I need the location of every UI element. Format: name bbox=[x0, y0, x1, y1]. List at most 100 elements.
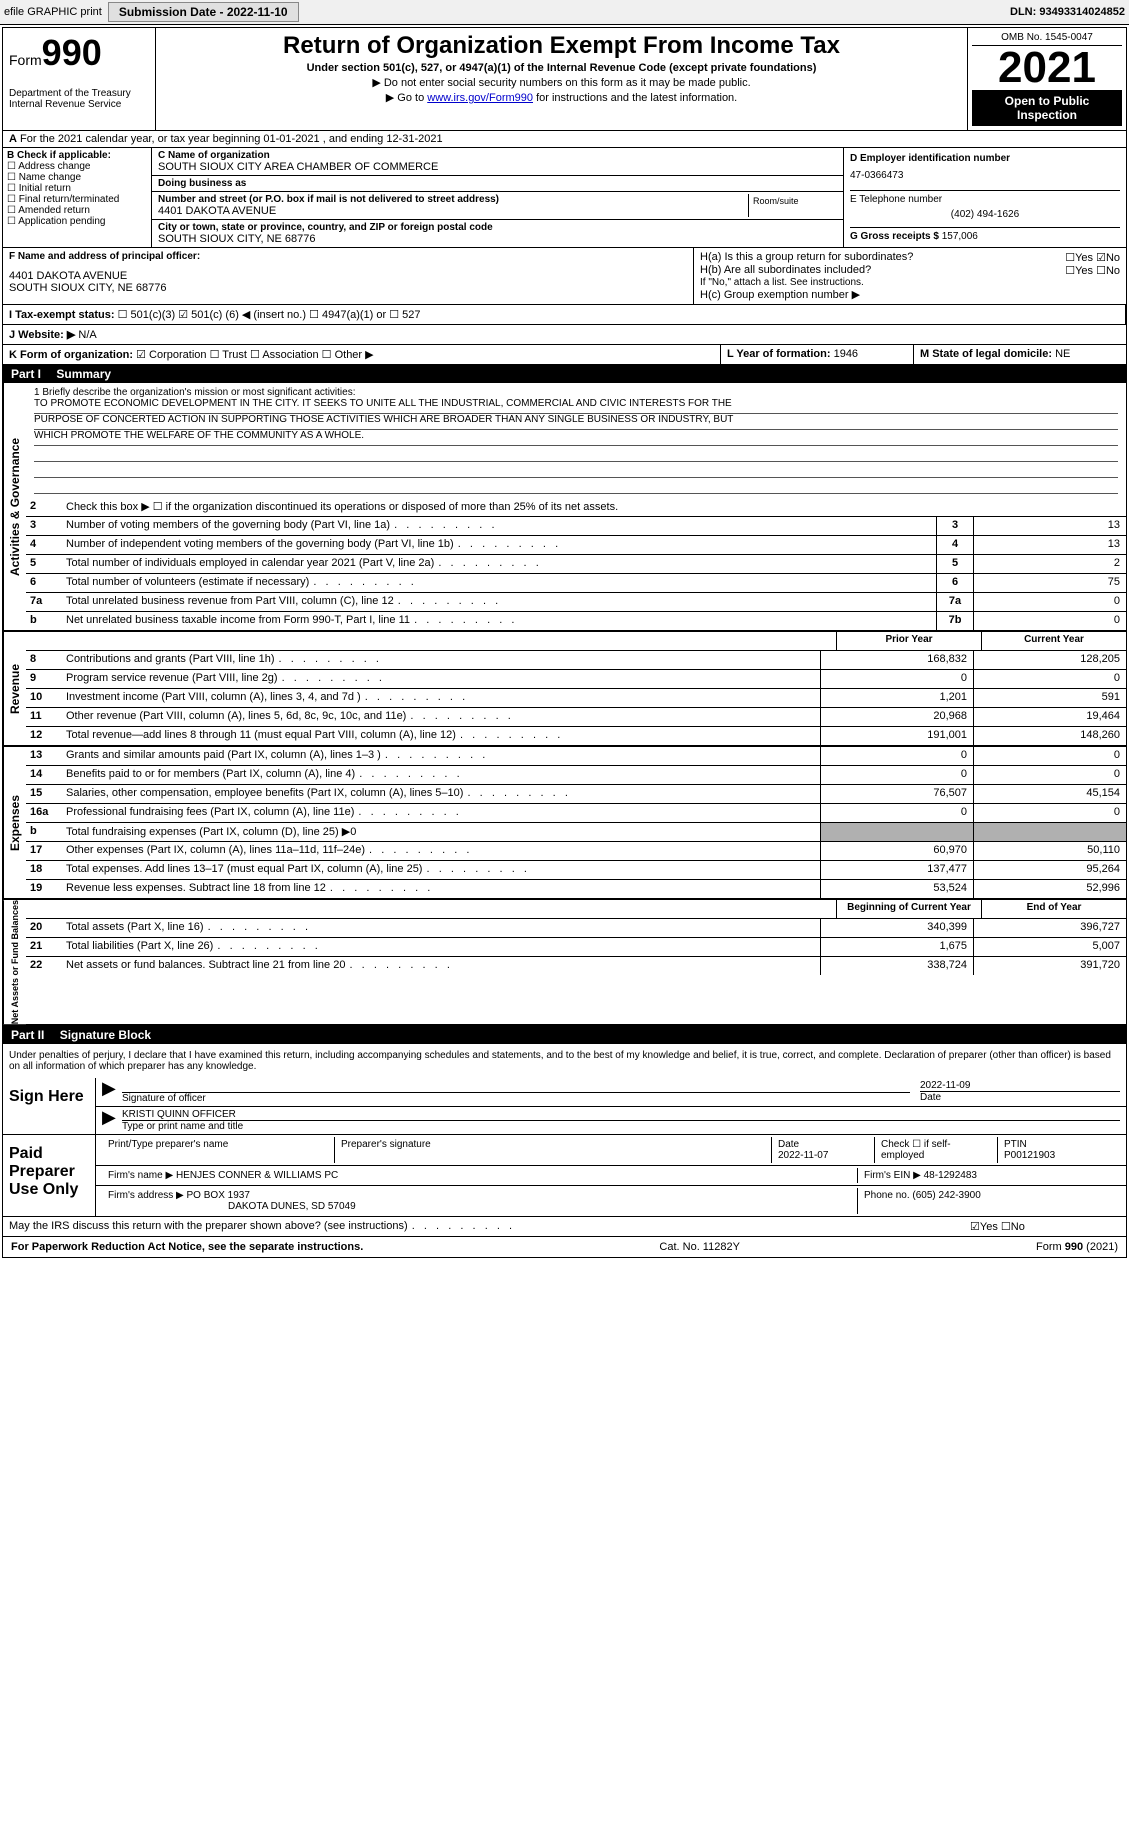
ssn-note: ▶ Do not enter social security numbers o… bbox=[162, 76, 961, 89]
i-label: I Tax-exempt status: bbox=[9, 309, 115, 321]
expenses-table: 13Grants and similar amounts paid (Part … bbox=[26, 747, 1126, 898]
dln-label: DLN: 93493314024852 bbox=[1010, 6, 1125, 18]
mission-text2: PURPOSE OF CONCERTED ACTION IN SUPPORTIN… bbox=[34, 414, 1118, 430]
section-expenses: Expenses 13Grants and similar amounts pa… bbox=[3, 747, 1126, 900]
chk-name-change[interactable]: Name change bbox=[7, 172, 147, 183]
phone-value: (402) 494-1626 bbox=[850, 205, 1120, 224]
mission-blank3 bbox=[34, 478, 1118, 494]
table-row: 6Total number of volunteers (estimate if… bbox=[26, 574, 1126, 593]
table-row: 5Total number of individuals employed in… bbox=[26, 555, 1126, 574]
phone-block: E Telephone number (402) 494-1626 bbox=[850, 191, 1120, 228]
city-label: City or town, state or province, country… bbox=[158, 222, 837, 233]
table-row: 16aProfessional fundraising fees (Part I… bbox=[26, 804, 1126, 823]
form-number-cell: Form990 Department of the Treasury Inter… bbox=[3, 28, 156, 130]
table-row: 17Other expenses (Part IX, column (A), l… bbox=[26, 842, 1126, 861]
form-subtitle: Under section 501(c), 527, or 4947(a)(1)… bbox=[162, 62, 961, 74]
dba-label: Doing business as bbox=[158, 178, 837, 189]
section-governance: Activities & Governance 1 Briefly descri… bbox=[3, 383, 1126, 632]
footer-right: Form 990 (2021) bbox=[1036, 1241, 1118, 1253]
officer-name-line: ▶ KRISTI QUINN OFFICER Type or print nam… bbox=[96, 1107, 1126, 1134]
side-revenue: Revenue bbox=[3, 632, 26, 745]
street-row: Number and street (or P.O. box if mail i… bbox=[152, 192, 843, 220]
preparer-line1: Print/Type preparer's name Preparer's si… bbox=[96, 1135, 1126, 1166]
chk-initial-return[interactable]: Initial return bbox=[7, 183, 147, 194]
form-prefix: Form bbox=[9, 52, 42, 68]
chk-4947a1[interactable]: 4947(a)(1) or bbox=[309, 309, 386, 321]
self-employed-check[interactable]: Check ☐ if self-employed bbox=[875, 1137, 998, 1163]
sig-officer-label: Signature of officer bbox=[122, 1092, 910, 1104]
ha-row: H(a) Is this a group return for subordin… bbox=[700, 251, 1120, 264]
table-row: 12Total revenue—add lines 8 through 11 (… bbox=[26, 727, 1126, 745]
discuss-question: May the IRS discuss this return with the… bbox=[9, 1220, 970, 1233]
sig-arrow-icon: ▶ bbox=[102, 1078, 116, 1099]
submission-date-button[interactable]: Submission Date - 2022-11-10 bbox=[108, 2, 299, 22]
chk-amended-return[interactable]: Amended return bbox=[7, 205, 147, 216]
row-j: J Website: ▶ N/A bbox=[3, 325, 1126, 345]
firm-addr1-value: PO BOX 1937 bbox=[187, 1190, 250, 1201]
table-row: 8Contributions and grants (Part VIII, li… bbox=[26, 651, 1126, 670]
goto-note: ▶ Go to www.irs.gov/Form990 for instruct… bbox=[162, 91, 961, 104]
sig-date-label: Date bbox=[920, 1091, 1120, 1103]
irs-link[interactable]: www.irs.gov/Form990 bbox=[427, 92, 533, 104]
firm-phone-label: Phone no. bbox=[864, 1190, 910, 1201]
calendar-year-text: For the 2021 calendar year, or tax year … bbox=[20, 133, 443, 145]
col-d: D Employer identification number 47-0366… bbox=[844, 148, 1126, 247]
ein-block: D Employer identification number 47-0366… bbox=[850, 150, 1120, 191]
table-row: 7aTotal unrelated business revenue from … bbox=[26, 593, 1126, 612]
col-k: K Form of organization: Corporation Trus… bbox=[3, 345, 721, 364]
firm-name-value: HENJES CONNER & WILLIAMS PC bbox=[176, 1170, 338, 1181]
sign-here-row: Sign Here ▶ Signature of officer 2022-11… bbox=[3, 1078, 1126, 1135]
side-expenses: Expenses bbox=[3, 747, 26, 898]
part1-title: Summary bbox=[56, 367, 111, 381]
mission-text3: WHICH PROMOTE THE WELFARE OF THE COMMUNI… bbox=[34, 430, 1118, 446]
chk-other[interactable]: Other ▶ bbox=[322, 349, 374, 361]
gross-label: G Gross receipts $ bbox=[850, 231, 939, 242]
chk-assoc[interactable]: Association bbox=[250, 349, 319, 361]
chk-application-pending[interactable]: Application pending bbox=[7, 216, 147, 227]
k-label: K Form of organization: bbox=[9, 349, 133, 361]
open-public-badge: Open to Public Inspection bbox=[972, 90, 1122, 126]
mission-text1: TO PROMOTE ECONOMIC DEVELOPMENT IN THE C… bbox=[34, 398, 1118, 414]
table-row: 18Total expenses. Add lines 13–17 (must … bbox=[26, 861, 1126, 880]
prep-name-label: Print/Type preparer's name bbox=[108, 1139, 328, 1150]
chk-527[interactable]: 527 bbox=[389, 309, 420, 321]
col-c: C Name of organization SOUTH SIOUX CITY … bbox=[152, 148, 844, 247]
org-name-label: C Name of organization bbox=[158, 150, 837, 161]
officer-name-label: Type or print name and title bbox=[122, 1120, 1120, 1132]
footer-mid: Cat. No. 11282Y bbox=[659, 1241, 740, 1253]
section-netassets: Net Assets or Fund Balances Beginning of… bbox=[3, 900, 1126, 1026]
col-b-label: B Check if applicable: bbox=[7, 150, 147, 161]
table-row: 10Investment income (Part VIII, column (… bbox=[26, 689, 1126, 708]
net-header: Beginning of Current Year End of Year bbox=[26, 900, 1126, 919]
mission-blank2 bbox=[34, 462, 1118, 478]
officer-addr2: SOUTH SIOUX CITY, NE 68776 bbox=[9, 282, 687, 294]
chk-501c[interactable]: 501(c) (6) ◀ (insert no.) bbox=[178, 309, 306, 321]
table-row: 2Check this box ▶ ☐ if the organization … bbox=[26, 498, 1126, 517]
officer-label: F Name and address of principal officer: bbox=[9, 251, 687, 262]
phone-label: E Telephone number bbox=[850, 194, 1120, 205]
part1-header: Part I Summary bbox=[3, 365, 1126, 383]
footer-left: For Paperwork Reduction Act Notice, see … bbox=[11, 1241, 363, 1253]
chk-final-return[interactable]: Final return/terminated bbox=[7, 194, 147, 205]
sign-here-label: Sign Here bbox=[3, 1078, 96, 1134]
firm-ein-label: Firm's EIN ▶ bbox=[864, 1170, 921, 1181]
chk-trust[interactable]: Trust bbox=[210, 349, 247, 361]
chk-corp[interactable]: Corporation bbox=[136, 349, 206, 361]
tax-exempt-cell: I Tax-exempt status: 501(c)(3) 501(c) (6… bbox=[3, 305, 1126, 324]
year-formation: 1946 bbox=[834, 348, 858, 360]
year-cell: OMB No. 1545-0047 2021 Open to Public In… bbox=[968, 28, 1126, 130]
hb-label: H(b) Are all subordinates included? bbox=[700, 264, 871, 277]
ptin-value: P00121903 bbox=[1004, 1150, 1114, 1161]
chk-address-change[interactable]: Address change bbox=[7, 161, 147, 172]
firm-phone-value: (605) 242-3900 bbox=[912, 1190, 980, 1201]
row-bcd: B Check if applicable: Address change Na… bbox=[3, 148, 1126, 248]
department-label: Department of the Treasury Internal Reve… bbox=[9, 88, 149, 110]
form-number: Form990 bbox=[9, 32, 149, 74]
sign-here-content: ▶ Signature of officer 2022-11-09 Date ▶… bbox=[96, 1078, 1126, 1134]
prep-sig-label: Preparer's signature bbox=[341, 1139, 765, 1150]
row-klm: K Form of organization: Corporation Trus… bbox=[3, 345, 1126, 365]
goto-post: for instructions and the latest informat… bbox=[533, 92, 737, 104]
col-f: F Name and address of principal officer:… bbox=[3, 248, 694, 304]
col-l: L Year of formation: 1946 bbox=[721, 345, 914, 364]
chk-501c3[interactable]: 501(c)(3) bbox=[118, 309, 176, 321]
